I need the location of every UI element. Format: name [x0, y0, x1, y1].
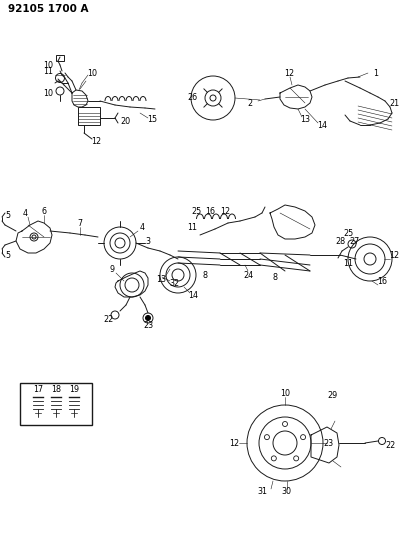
Text: 6: 6 — [41, 206, 47, 215]
Text: 22: 22 — [103, 314, 113, 324]
Text: 10: 10 — [43, 61, 53, 69]
Circle shape — [294, 456, 298, 461]
Text: 17: 17 — [33, 384, 43, 393]
Text: 32: 32 — [169, 279, 179, 287]
Text: 23: 23 — [143, 320, 153, 329]
Text: 27: 27 — [349, 237, 359, 246]
Circle shape — [145, 316, 151, 320]
Text: 1: 1 — [373, 69, 379, 77]
Text: 10: 10 — [280, 389, 290, 398]
Text: 11: 11 — [343, 259, 353, 268]
Text: 10: 10 — [43, 88, 53, 98]
Text: 14: 14 — [188, 290, 198, 300]
Text: 4: 4 — [23, 208, 28, 217]
Text: 30: 30 — [281, 487, 291, 496]
Text: 7: 7 — [77, 219, 83, 228]
Text: 5: 5 — [5, 211, 11, 220]
Text: 19: 19 — [69, 384, 79, 393]
Text: 16: 16 — [377, 277, 387, 286]
Text: 11: 11 — [43, 67, 53, 76]
Text: 28: 28 — [335, 237, 345, 246]
Text: 29: 29 — [327, 391, 337, 400]
Text: 18: 18 — [51, 384, 61, 393]
Text: 12: 12 — [91, 136, 101, 146]
Text: 11: 11 — [187, 223, 197, 232]
Circle shape — [301, 434, 305, 440]
Text: 16: 16 — [205, 206, 215, 215]
Bar — [78, 107, 100, 125]
Text: 12: 12 — [229, 439, 239, 448]
Circle shape — [283, 422, 288, 426]
Text: 25: 25 — [343, 229, 353, 238]
Text: 8: 8 — [273, 272, 277, 281]
Text: 15: 15 — [147, 116, 157, 125]
Text: 5: 5 — [5, 251, 11, 260]
Text: 9: 9 — [109, 264, 115, 273]
Text: 25: 25 — [191, 206, 201, 215]
Text: 12: 12 — [389, 251, 399, 260]
Text: 31: 31 — [257, 487, 267, 496]
Text: 2: 2 — [247, 99, 253, 108]
Text: 3: 3 — [145, 237, 151, 246]
Text: 21: 21 — [389, 99, 399, 108]
Text: 8: 8 — [202, 271, 207, 279]
Text: 24: 24 — [243, 271, 253, 279]
Text: 92105 1700 A: 92105 1700 A — [8, 4, 89, 14]
Text: 12: 12 — [220, 206, 230, 215]
Text: 22: 22 — [385, 440, 395, 449]
Text: 4: 4 — [139, 223, 145, 232]
Text: 14: 14 — [317, 122, 327, 131]
Bar — [56, 55, 64, 61]
Circle shape — [264, 434, 269, 440]
Text: 13: 13 — [300, 116, 310, 125]
Circle shape — [271, 456, 276, 461]
Text: 26: 26 — [187, 93, 197, 101]
Text: 10: 10 — [87, 69, 97, 77]
Bar — [20, 383, 92, 425]
Text: 13: 13 — [156, 276, 166, 285]
Text: 20: 20 — [120, 117, 130, 125]
Text: 12: 12 — [284, 69, 294, 77]
Text: 23: 23 — [323, 439, 333, 448]
